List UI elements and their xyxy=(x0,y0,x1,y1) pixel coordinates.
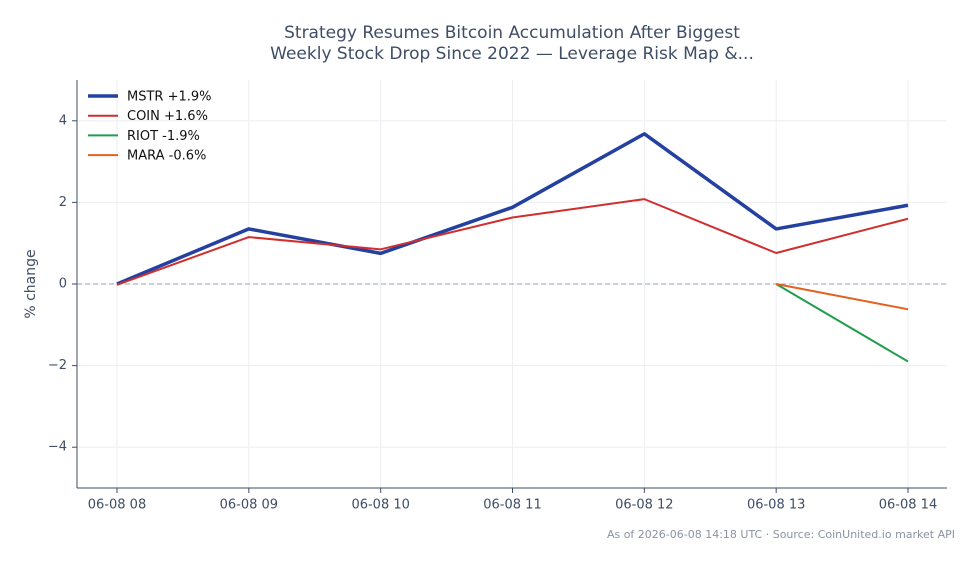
footer: As of 2026-06-08 14:18 UTC · Source: Coi… xyxy=(607,528,955,541)
line-series xyxy=(775,283,909,363)
y-tick-label: 0 xyxy=(59,277,67,292)
line-series xyxy=(116,132,909,286)
y-tick-label: −2 xyxy=(48,358,67,373)
y-tick-label: 4 xyxy=(59,113,67,128)
legend-label: RIOT -1.9% xyxy=(127,129,200,144)
chart-title: Weekly Stock Drop Since 2022 — Leverage … xyxy=(270,44,754,64)
legend-label: COIN +1.6% xyxy=(127,109,208,124)
y-axis-label: % change xyxy=(23,249,39,318)
line-series xyxy=(116,198,909,286)
line-series xyxy=(775,283,909,311)
x-tick-label: 06-08 10 xyxy=(351,498,409,513)
legend-label: MSTR +1.9% xyxy=(127,90,212,105)
x-tick-label: 06-08 09 xyxy=(220,498,278,513)
x-tick-label: 06-08 11 xyxy=(483,498,541,513)
chart-title: Strategy Resumes Bitcoin Accumulation Af… xyxy=(284,23,740,43)
x-tick-label: 06-08 08 xyxy=(88,498,146,513)
legend-label: MARA -0.6% xyxy=(127,149,206,164)
y-tick-label: 2 xyxy=(59,195,67,210)
x-tick-label: 06-08 12 xyxy=(615,498,673,513)
y-tick-label: −4 xyxy=(48,440,67,455)
x-tick-label: 06-08 13 xyxy=(747,498,805,513)
x-tick-label: 06-08 14 xyxy=(879,498,937,513)
